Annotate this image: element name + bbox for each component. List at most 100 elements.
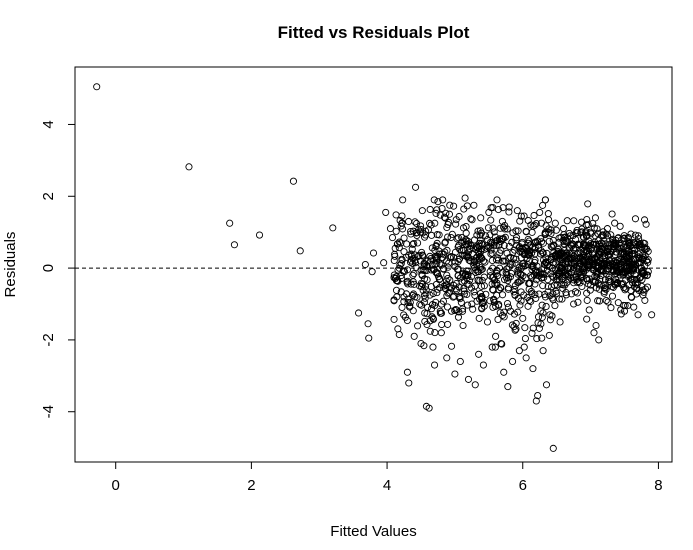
data-point — [622, 285, 630, 293]
data-point — [521, 335, 529, 343]
data-point — [451, 370, 459, 378]
data-point — [503, 274, 511, 282]
data-point — [489, 224, 497, 232]
data-point — [397, 222, 405, 230]
data-point — [440, 213, 448, 221]
data-point — [405, 217, 413, 226]
data-point — [419, 266, 427, 274]
data-point — [504, 303, 512, 311]
data-point — [392, 286, 401, 294]
data-point — [499, 291, 507, 299]
data-point — [437, 329, 445, 337]
data-point — [553, 289, 561, 297]
data-point — [559, 284, 567, 293]
data-point — [445, 259, 453, 267]
data-point — [391, 274, 400, 282]
data-point — [418, 271, 426, 280]
data-point — [583, 315, 591, 323]
data-point — [412, 183, 420, 191]
data-point — [549, 296, 557, 304]
data-point — [485, 208, 493, 216]
data-point — [466, 257, 474, 265]
data-point — [414, 239, 422, 247]
data-point — [472, 266, 480, 274]
data-point — [419, 286, 427, 294]
data-point — [463, 280, 471, 288]
data-point — [296, 247, 304, 255]
data-point — [446, 254, 454, 262]
data-point — [531, 250, 539, 258]
data-point — [441, 248, 449, 256]
data-point — [533, 335, 541, 343]
data-point — [582, 229, 590, 237]
data-point — [593, 225, 601, 233]
data-point — [493, 266, 501, 274]
data-point — [466, 244, 474, 252]
data-point — [516, 217, 524, 225]
data-point — [525, 247, 533, 255]
data-point — [482, 290, 490, 298]
data-point — [580, 247, 588, 256]
data-point — [497, 246, 505, 254]
data-point — [471, 291, 479, 299]
data-point — [289, 177, 297, 185]
data-point — [602, 285, 610, 293]
data-point — [407, 252, 416, 260]
data-point — [541, 231, 549, 239]
data-point — [634, 311, 642, 319]
data-point — [494, 315, 502, 323]
data-point — [443, 223, 451, 232]
data-point — [421, 294, 429, 302]
data-point — [475, 314, 483, 322]
data-point — [584, 221, 592, 229]
data-point — [403, 240, 411, 248]
data-point — [522, 354, 530, 362]
data-point — [398, 303, 406, 311]
data-point — [641, 245, 649, 253]
data-point — [520, 212, 528, 220]
data-point — [432, 209, 440, 217]
data-point — [548, 243, 556, 251]
data-point — [573, 226, 581, 234]
data-point — [511, 281, 519, 290]
data-point — [471, 257, 479, 265]
data-point — [591, 277, 600, 285]
data-point — [368, 268, 376, 276]
data-point — [597, 242, 605, 251]
data-point — [491, 343, 499, 351]
data-point — [517, 297, 525, 305]
data-point — [434, 285, 442, 293]
data-point — [471, 282, 479, 290]
data-point — [630, 265, 638, 273]
data-point — [459, 321, 467, 330]
data-point — [391, 252, 399, 260]
data-point — [468, 300, 476, 308]
data-point — [469, 305, 477, 313]
x-tick-label: 0 — [112, 477, 120, 494]
data-point — [528, 329, 536, 337]
data-point — [549, 259, 557, 267]
data-point — [538, 301, 546, 309]
data-point — [453, 235, 461, 243]
data-point — [447, 307, 456, 315]
data-point — [448, 342, 456, 350]
data-point — [542, 302, 550, 310]
data-point — [404, 299, 412, 307]
data-point — [386, 225, 395, 233]
data-point — [618, 264, 626, 273]
data-point — [539, 249, 547, 257]
data-point — [583, 296, 591, 304]
data-point — [591, 214, 599, 222]
data-point — [436, 307, 444, 315]
data-point — [490, 228, 498, 236]
data-point — [538, 313, 546, 321]
data-point — [496, 283, 505, 292]
data-point — [390, 315, 398, 323]
data-point — [411, 251, 419, 259]
data-point — [519, 272, 527, 280]
data-point — [602, 296, 610, 305]
data-point — [467, 215, 475, 223]
data-point — [604, 298, 612, 306]
data-point — [452, 216, 460, 224]
data-point — [563, 278, 571, 287]
